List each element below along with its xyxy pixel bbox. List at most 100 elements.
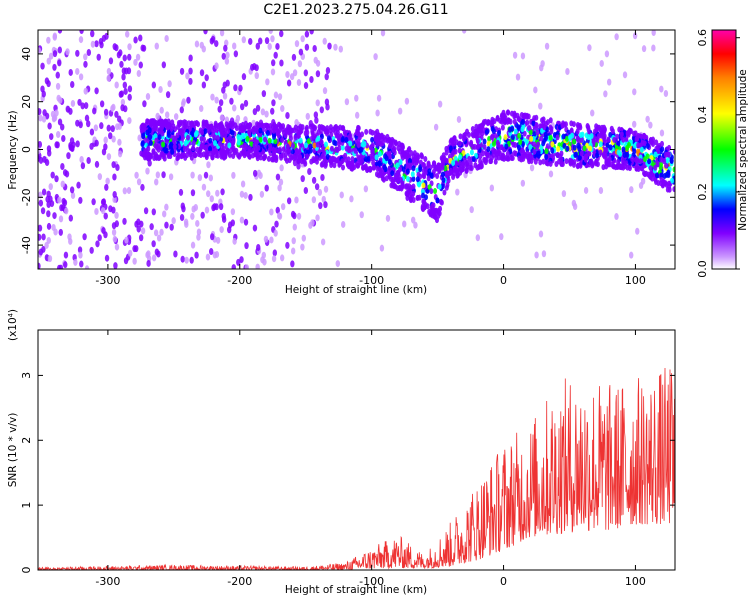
spectrogram-cell [440, 164, 445, 171]
spectrogram-cell [642, 132, 647, 139]
spectrogram-cell [516, 144, 521, 151]
spectrogram-cell [277, 93, 283, 101]
snr-y-tick-label: 0 [20, 567, 33, 574]
spectrogram-cell [189, 154, 194, 161]
spectrogram-cell [57, 30, 63, 34]
spectrogram-cell [429, 188, 434, 195]
spectrogram-cell [303, 69, 309, 77]
spectrogram-cell [294, 196, 299, 204]
spectrogram-cell [151, 208, 156, 216]
spectrogram-cell [210, 35, 216, 43]
spectrogram-cell [294, 40, 300, 48]
spectrogram-cell [260, 108, 266, 116]
spectrogram-cell [197, 174, 203, 182]
spectrogram-cell [214, 152, 219, 159]
spectrogram-cell [194, 130, 199, 137]
spectrogram-cell [195, 219, 200, 227]
spectrogram-cell [159, 118, 164, 125]
spectrogram-cell [274, 124, 279, 131]
spectrogram-cell [76, 181, 81, 189]
spectrogram-cell [570, 132, 575, 139]
spectrogram-cell [632, 148, 637, 155]
spectrogram-cell [120, 104, 125, 112]
spectrogram-cell [496, 141, 501, 148]
spectrogram-cell [75, 119, 80, 127]
spectrogram-cell [127, 43, 132, 51]
spectrogram-cell [279, 164, 284, 172]
spectrogram-cell [544, 148, 549, 155]
spectrogram-cell [86, 156, 91, 164]
spectrogram-cell [457, 160, 462, 167]
spectrogram-cell [284, 128, 289, 135]
spectrogram-cell [280, 203, 286, 211]
spectrogram-cell [364, 128, 369, 135]
spectrogram-cell [38, 191, 43, 199]
spectrogram-cell [190, 127, 195, 134]
spectrogram-cell [60, 204, 66, 212]
spectrogram-cell [208, 174, 214, 182]
spectrogram-cell [42, 155, 47, 163]
spectrogram-cell [209, 248, 214, 256]
spectrogram-cell [70, 192, 76, 200]
spectrogram-cell [602, 129, 607, 136]
spectrogram-cell [348, 140, 353, 147]
spectrogram-cell [222, 92, 228, 100]
spectrogram-cell [97, 173, 103, 181]
spectrogram-y-tick-label: 40 [20, 47, 33, 61]
spectrogram-cell [42, 109, 47, 117]
spectrogram-cell [659, 129, 665, 137]
spectrogram-cell [240, 103, 245, 111]
spectrogram-cell [186, 134, 191, 141]
spectrogram-cell [565, 145, 570, 152]
spectrogram-cell [231, 171, 236, 179]
spectrogram-cell [349, 195, 354, 203]
spectrogram-cell [523, 112, 528, 119]
spectrogram-cell [666, 180, 671, 187]
spectrogram-cell [301, 234, 306, 242]
spectrogram-cell [573, 151, 578, 158]
snr-x-axis-label: Height of straight line (km) [285, 584, 427, 596]
spectrogram-cell [568, 157, 573, 164]
spectrogram-cell [621, 136, 626, 143]
spectrogram-x-tick-label: -300 [95, 274, 120, 287]
spectrogram-cell [241, 73, 247, 81]
spectrogram-cell [478, 158, 483, 165]
spectrogram-cell [395, 162, 400, 169]
spectrogram-cell [275, 130, 280, 137]
spectrogram-cell [265, 130, 270, 137]
spectrogram-heatmap [38, 30, 675, 269]
spectrogram-cell [548, 170, 554, 178]
spectrogram-cell [106, 74, 111, 82]
spectrogram-cell [464, 167, 469, 174]
spectrogram-cell [54, 109, 59, 117]
spectrogram-cell [517, 132, 522, 139]
spectrogram-cell [290, 210, 296, 218]
spectrogram-cell [120, 98, 126, 106]
spectrogram-cell [154, 42, 159, 50]
spectrogram-cell [599, 59, 604, 67]
spectrogram-cell [175, 132, 180, 139]
spectrogram-cell [220, 188, 225, 196]
spectrogram-cell [441, 176, 446, 183]
spectrogram-cell [134, 171, 139, 179]
spectrogram-cell [190, 241, 196, 249]
spectrogram-cell [382, 164, 387, 171]
spectrogram-cell [232, 237, 237, 245]
spectrogram-cell [520, 179, 526, 187]
snr-y-ticks: 0 1 2 3 [20, 372, 675, 574]
spectrogram-cell [609, 161, 614, 168]
spectrogram-cell [325, 128, 330, 135]
spectrogram-cell [304, 30, 310, 38]
spectrogram-cell [608, 144, 613, 151]
spectrogram-cell [534, 251, 539, 259]
spectrogram-cell [544, 120, 549, 127]
spectrogram-cell [208, 137, 213, 144]
spectrogram-cell [576, 142, 581, 149]
spectrogram-cell [587, 44, 592, 52]
spectrogram-cell [538, 123, 543, 130]
spectrogram-cell [341, 125, 346, 132]
spectrogram-cell [201, 183, 207, 191]
spectrogram-cell [601, 134, 606, 141]
spectrogram-cell [376, 94, 382, 102]
spectrogram-cell [111, 222, 117, 230]
